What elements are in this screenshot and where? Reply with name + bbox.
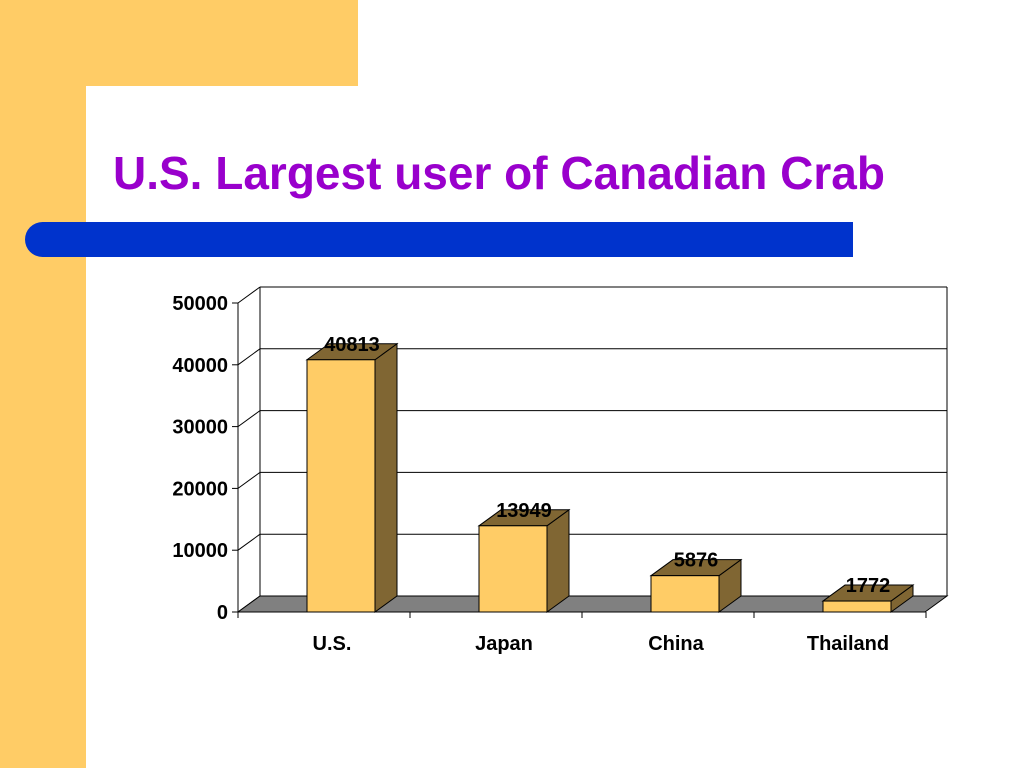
y-tick-label: 20000 [172,478,228,500]
bar-front [650,575,720,613]
data-label: 40813 [324,334,380,356]
background-band-top [0,0,358,86]
x-tick-label: Japan [475,633,533,655]
x-tick-label: Thailand [807,633,889,655]
bar-front [822,600,892,613]
data-label: 5876 [674,550,719,572]
gridline-side [237,471,261,489]
bar-front [478,525,548,613]
chart-labels: 40813 U.S. 13949 Japan 5876 China 1772 Thailand [313,334,891,655]
gridline-side [237,348,261,366]
bar-side [546,508,570,613]
chart-bars [305,342,915,613]
y-tick-label: 10000 [172,540,228,562]
x-tick-label: U.S. [313,633,352,655]
y-tick-label: 40000 [172,355,228,377]
slide-title: U.S. Largest user of Canadian Crab [113,147,885,199]
gridline-side [237,286,261,304]
chart-axes: 0 10000 20000 30000 40000 50000 [172,293,927,624]
y-tick-label: 30000 [172,417,228,439]
bar-side [374,342,398,613]
bar-front [306,359,376,613]
gridline-side [237,410,261,428]
data-label: 1772 [846,575,891,597]
y-tick-label: 50000 [172,293,228,315]
data-label: 13949 [496,500,552,522]
accent-bar [25,222,853,257]
content-panel [86,86,1024,768]
x-tick-label: China [648,633,704,655]
y-tick-label: 0 [217,602,228,624]
gridline-side [237,533,261,551]
background-band-left [0,0,86,768]
